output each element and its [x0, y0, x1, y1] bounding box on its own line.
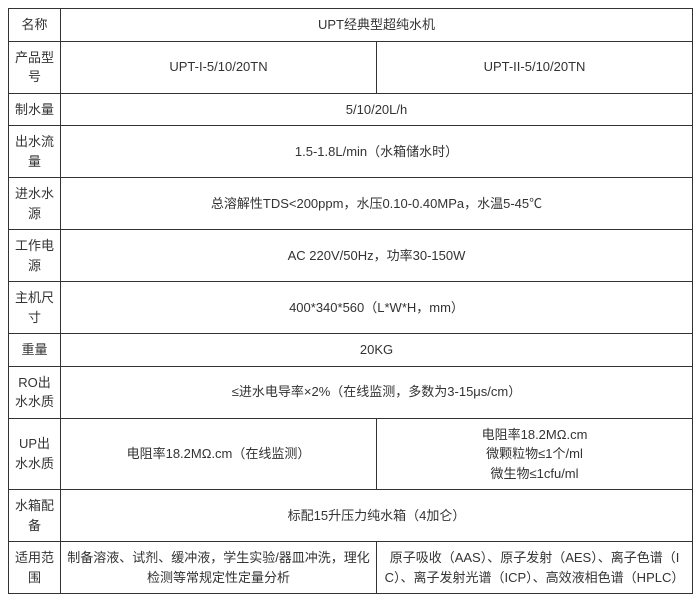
table-row: 工作电源 AC 220V/50Hz，功率30-150W	[9, 230, 693, 282]
table-row: 主机尺寸 400*340*560（L*W*H，mm）	[9, 282, 693, 334]
cell-name-label: 名称	[9, 9, 61, 42]
cell-weight-value: 20KG	[61, 334, 693, 367]
cell-flow-label: 出水流量	[9, 126, 61, 178]
cell-scope-col1: 制备溶液、试剂、缓冲液，学生实验/器皿冲洗，理化检测等常规定性定量分析	[61, 542, 377, 594]
table-row: 出水流量 1.5-1.8L/min（水箱储水时）	[9, 126, 693, 178]
table-row: 名称 UPT经典型超纯水机	[9, 9, 693, 42]
table-row: 适用范围 制备溶液、试剂、缓冲液，学生实验/器皿冲洗，理化检测等常规定性定量分析…	[9, 542, 693, 594]
cell-output-label: 制水量	[9, 93, 61, 126]
table-row: 制水量 5/10/20L/h	[9, 93, 693, 126]
table-row: RO出水水质 ≤进水电导率×2%（在线监测，多数为3-15μs/cm）	[9, 366, 693, 418]
cell-flow-value: 1.5-1.8L/min（水箱储水时）	[61, 126, 693, 178]
cell-model-col2: UPT-II-5/10/20TN	[377, 41, 693, 93]
cell-scope-label: 适用范围	[9, 542, 61, 594]
table-row: UP出水水质 电阻率18.2MΩ.cm（在线监测） 电阻率18.2MΩ.cm 微…	[9, 418, 693, 490]
cell-output-value: 5/10/20L/h	[61, 93, 693, 126]
spec-table: 名称 UPT经典型超纯水机 产品型号 UPT-I-5/10/20TN UPT-I…	[8, 8, 693, 594]
cell-inlet-label: 进水水源	[9, 178, 61, 230]
cell-weight-label: 重量	[9, 334, 61, 367]
cell-scope-col2: 原子吸收（AAS）、原子发射（AES）、离子色谱（IC）、离子发射光谱（ICP）…	[377, 542, 693, 594]
table-row: 水箱配备 标配15升压力纯水箱（4加仑）	[9, 490, 693, 542]
cell-model-label: 产品型号	[9, 41, 61, 93]
table-row: 重量 20KG	[9, 334, 693, 367]
cell-model-col1: UPT-I-5/10/20TN	[61, 41, 377, 93]
cell-up-label: UP出水水质	[9, 418, 61, 490]
cell-size-label: 主机尺寸	[9, 282, 61, 334]
cell-size-value: 400*340*560（L*W*H，mm）	[61, 282, 693, 334]
cell-tank-label: 水箱配备	[9, 490, 61, 542]
cell-ro-label: RO出水水质	[9, 366, 61, 418]
cell-name-value: UPT经典型超纯水机	[61, 9, 693, 42]
cell-up-col2: 电阻率18.2MΩ.cm 微颗粒物≤1个/ml 微生物≤1cfu/ml	[377, 418, 693, 490]
table-row: 进水水源 总溶解性TDS<200ppm，水压0.10-0.40MPa，水温5-4…	[9, 178, 693, 230]
cell-inlet-value: 总溶解性TDS<200ppm，水压0.10-0.40MPa，水温5-45℃	[61, 178, 693, 230]
cell-up-col1: 电阻率18.2MΩ.cm（在线监测）	[61, 418, 377, 490]
cell-ro-value: ≤进水电导率×2%（在线监测，多数为3-15μs/cm）	[61, 366, 693, 418]
cell-power-label: 工作电源	[9, 230, 61, 282]
table-row: 产品型号 UPT-I-5/10/20TN UPT-II-5/10/20TN	[9, 41, 693, 93]
cell-power-value: AC 220V/50Hz，功率30-150W	[61, 230, 693, 282]
cell-tank-value: 标配15升压力纯水箱（4加仑）	[61, 490, 693, 542]
